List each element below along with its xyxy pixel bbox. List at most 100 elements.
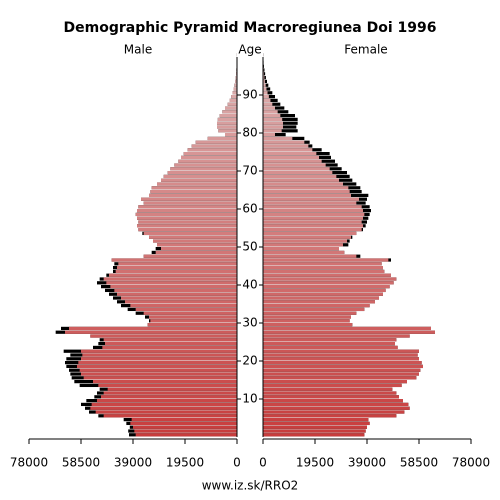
male-bar-common (83, 376, 238, 380)
female-bar-common (263, 399, 403, 403)
male-bar-common (103, 414, 238, 418)
female-bar-common (263, 114, 281, 118)
male-bar-common (93, 380, 237, 384)
male-bar-common (222, 110, 237, 114)
female-bar-common (263, 402, 409, 407)
female-bar-common (263, 372, 419, 376)
female-bar (263, 72, 266, 76)
male-bar-common (235, 79, 237, 84)
female-bar-common (263, 364, 423, 369)
male-bar-common (150, 190, 237, 194)
female-bar-common (263, 277, 397, 281)
female-bar-common (263, 266, 383, 270)
y-tick-label: 40 (242, 278, 257, 292)
male-bar-common (161, 247, 237, 251)
male-bar-common (233, 87, 237, 91)
male-bar-common (149, 315, 237, 319)
female-bar-common (263, 376, 417, 380)
female-bar-common (263, 152, 317, 156)
female-bar-common (263, 106, 275, 110)
female-bar-common (263, 76, 265, 80)
male-bar-common (141, 197, 237, 201)
female-bar-common (263, 250, 345, 255)
female-bar-common (263, 353, 418, 357)
female-bar-common (263, 288, 386, 293)
x-tick-label: 19500 (296, 456, 334, 470)
female-bar (263, 79, 267, 84)
male-bar-common (131, 418, 237, 422)
female-bar (263, 95, 275, 99)
male-bar-common (81, 372, 237, 376)
y-tick-label: 90 (242, 88, 257, 102)
male-bar-common (79, 368, 238, 372)
male-bar-common (143, 201, 237, 205)
female-bar-common (263, 121, 283, 125)
male-bar-common (69, 326, 237, 331)
male-bar-common (65, 330, 237, 334)
male-bar-common (137, 209, 237, 213)
female-bar (263, 83, 269, 87)
male-bar-common (135, 307, 237, 312)
male-bar-common (115, 269, 237, 274)
male-bar-common (107, 387, 238, 391)
male-bar-common (105, 342, 237, 346)
male-bar-common (81, 349, 237, 353)
male-bar-common (91, 402, 238, 407)
x-tick-label: 39000 (348, 456, 386, 470)
y-tick-label: 50 (242, 240, 257, 254)
female-bar-common (263, 383, 402, 388)
male-bar-common (82, 353, 237, 357)
female-bar-common (263, 292, 383, 296)
x-tick-label: 58500 (400, 456, 438, 470)
chart-title: Demographic Pyramid Macroregiunea Doi 19… (64, 20, 437, 36)
female-bar-common (263, 91, 268, 95)
male-bar-common (130, 421, 237, 426)
male-bar-common (109, 273, 237, 277)
female-bar-common (263, 304, 370, 308)
female-bar-common (263, 209, 363, 213)
female-bar-common (263, 421, 370, 426)
male-bar-common (143, 311, 237, 315)
male-bar-common (181, 155, 237, 160)
female-bar-common (263, 349, 419, 353)
y-tick-label: 30 (242, 316, 257, 330)
female-bar-common (263, 243, 343, 247)
male-bar-common (232, 91, 237, 95)
female-bar-common (263, 334, 410, 338)
female-bar-common (263, 342, 395, 346)
female-bar-common (263, 129, 282, 133)
male-bar-common (151, 186, 237, 190)
female-bar-common (263, 178, 339, 182)
x-tick-label: 39000 (114, 456, 152, 470)
female-bar-common (263, 315, 351, 319)
female-bar-common (263, 140, 305, 144)
female-bar-common (263, 186, 349, 190)
female-bar-common (263, 167, 330, 171)
male-bar-common (125, 300, 237, 304)
male-bar-common (106, 281, 237, 285)
female-bar-common (263, 171, 333, 175)
female-bar-common (263, 273, 391, 277)
male-bar-common (138, 220, 237, 224)
male-bar-common (207, 136, 237, 141)
male-bar-common (217, 117, 237, 122)
female-bar-common (263, 110, 278, 114)
female-bar-common (263, 281, 394, 285)
male-bar-common (121, 296, 237, 300)
female-bar-common (263, 159, 322, 163)
female-bar-common (263, 357, 419, 361)
female-bar-common (263, 368, 421, 372)
male-bar-common (187, 148, 237, 152)
female-bar-common (263, 212, 365, 217)
female-bar-common (263, 182, 343, 186)
female-bar-common (263, 79, 265, 84)
female-bar-common (263, 285, 390, 289)
x-tick-label: 78000 (10, 456, 48, 470)
female-bar (263, 91, 273, 95)
male-bar-common (103, 391, 238, 395)
age-label: Age (238, 43, 261, 57)
male-bar-common (225, 106, 237, 110)
male-bar-common (137, 224, 237, 228)
female-bar-common (263, 205, 362, 209)
